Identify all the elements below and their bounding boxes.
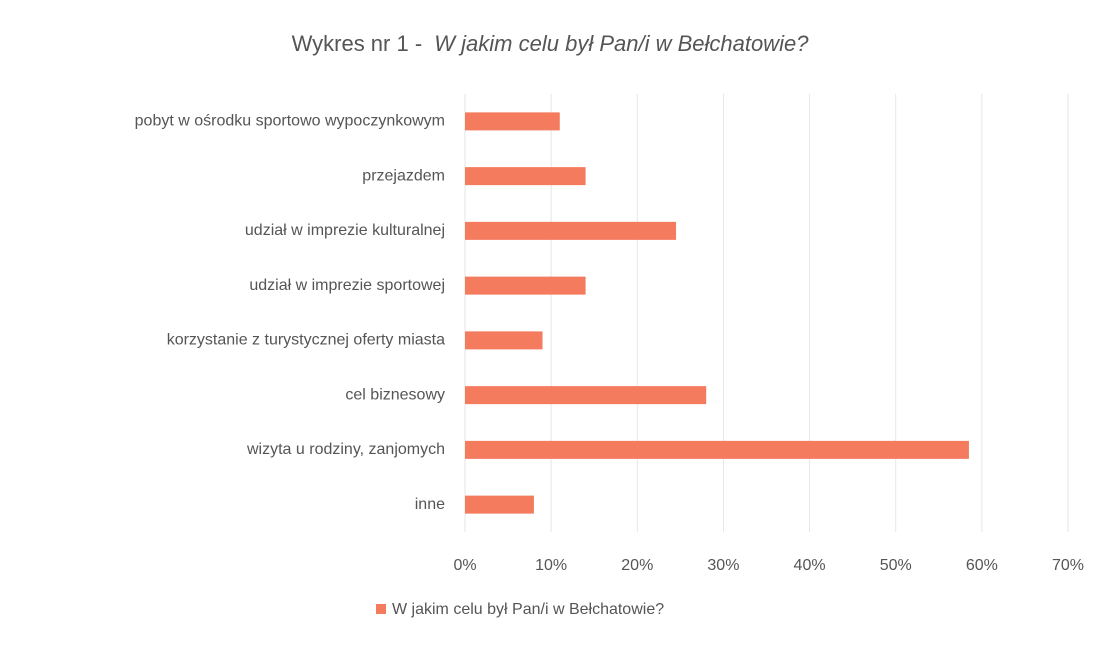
- x-tick-label: 30%: [707, 557, 739, 574]
- chart-title: Wykres nr 1 - W jakim celu był Pan/i w B…: [292, 31, 810, 56]
- bar: [465, 331, 543, 350]
- x-tick-label: 20%: [621, 557, 653, 574]
- y-tick-label: przejazdem: [362, 167, 445, 184]
- y-tick-label: udział w imprezie sportowej: [249, 277, 445, 294]
- y-tick-label: inne: [415, 496, 445, 513]
- bar: [465, 167, 586, 186]
- title-main: W jakim celu był Pan/i w Bełchatowie?: [434, 31, 809, 56]
- legend-swatch: [376, 604, 386, 614]
- bar: [465, 221, 677, 240]
- x-tick-label: 0%: [453, 557, 476, 574]
- bar: [465, 495, 534, 514]
- legend-label: W jakim celu był Pan/i w Bełchatowie?: [392, 601, 664, 618]
- bar: [465, 440, 969, 459]
- y-tick-label: wizyta u rodziny, zanjomych: [246, 441, 445, 458]
- x-tick-label: 70%: [1052, 557, 1084, 574]
- bar: [465, 386, 707, 405]
- x-tick-label: 40%: [794, 557, 826, 574]
- bar: [465, 112, 560, 131]
- y-tick-label: korzystanie z turystycznej oferty miasta: [167, 332, 445, 349]
- x-tick-label: 60%: [966, 557, 998, 574]
- y-tick-label: pobyt w ośrodku sportowo wypoczynkowym: [135, 113, 445, 130]
- x-tick-label: 10%: [535, 557, 567, 574]
- bar: [465, 276, 586, 295]
- x-tick-label: 50%: [880, 557, 912, 574]
- y-tick-label: udział w imprezie kulturalnej: [245, 222, 445, 239]
- y-tick-label: cel biznesowy: [345, 386, 445, 403]
- title-prefix: Wykres nr 1 -: [292, 31, 423, 56]
